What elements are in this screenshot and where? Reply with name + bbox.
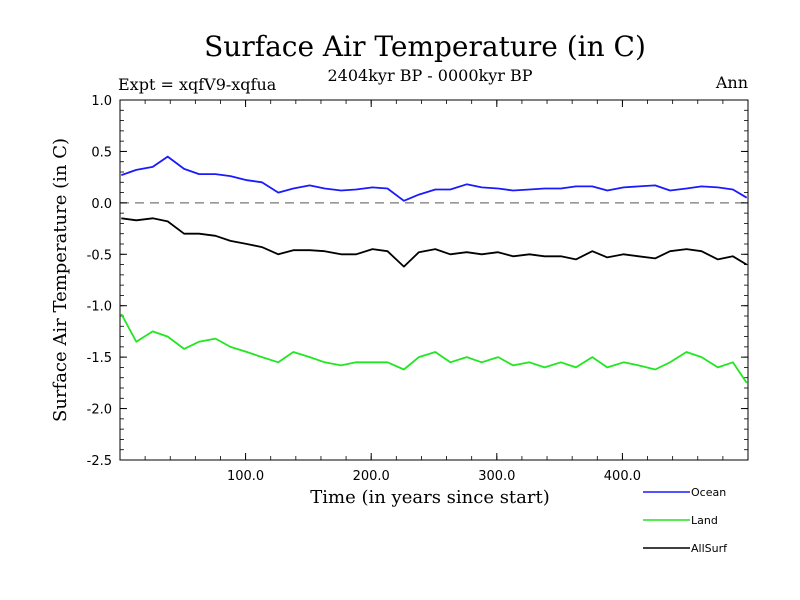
y-tick-label: -2.5 xyxy=(87,454,112,469)
series-line-land xyxy=(120,313,748,384)
plot-frame xyxy=(119,99,749,461)
y-tick-label: 1.0 xyxy=(91,94,112,109)
y-tick-label: -1.5 xyxy=(87,351,112,366)
legend-label-ocean: Ocean xyxy=(691,486,726,499)
y-tick-label: -1.0 xyxy=(87,300,112,315)
legend-label-land: Land xyxy=(691,514,718,527)
y-tick-label: 0.0 xyxy=(91,197,112,212)
legend: Ocean Land AllSurf xyxy=(643,486,728,555)
experiment-label: Expt = xqfV9-xqfua xyxy=(118,75,277,94)
period-label: 2404kyr BP - 0000kyr BP xyxy=(328,66,533,85)
x-tick-label: 300.0 xyxy=(478,469,515,484)
y-tick-label: 0.5 xyxy=(91,145,112,160)
y-tick-label: -0.5 xyxy=(87,248,112,263)
y-axis-label: Surface Air Temperature (in C) xyxy=(50,138,71,422)
season-label: Ann xyxy=(715,73,748,92)
x-tick-label: 200.0 xyxy=(353,469,390,484)
series-line-allsurf xyxy=(121,217,748,268)
legend-label-allsurf: AllSurf xyxy=(691,542,728,555)
x-tick-label: 100.0 xyxy=(227,469,264,484)
y-tick-label: -2.0 xyxy=(87,403,112,418)
x-tick-label: 400.0 xyxy=(604,469,641,484)
series-line-ocean xyxy=(121,155,748,202)
x-axis-label: Time (in years since start) xyxy=(310,487,550,508)
plot-area: -2.5 -2.0 -1.5 -1.0 -0.5 0.0 0.5 1.0 100.0 200.0 3… xyxy=(87,94,749,484)
chart-title: Surface Air Temperature (in C) xyxy=(204,30,646,63)
